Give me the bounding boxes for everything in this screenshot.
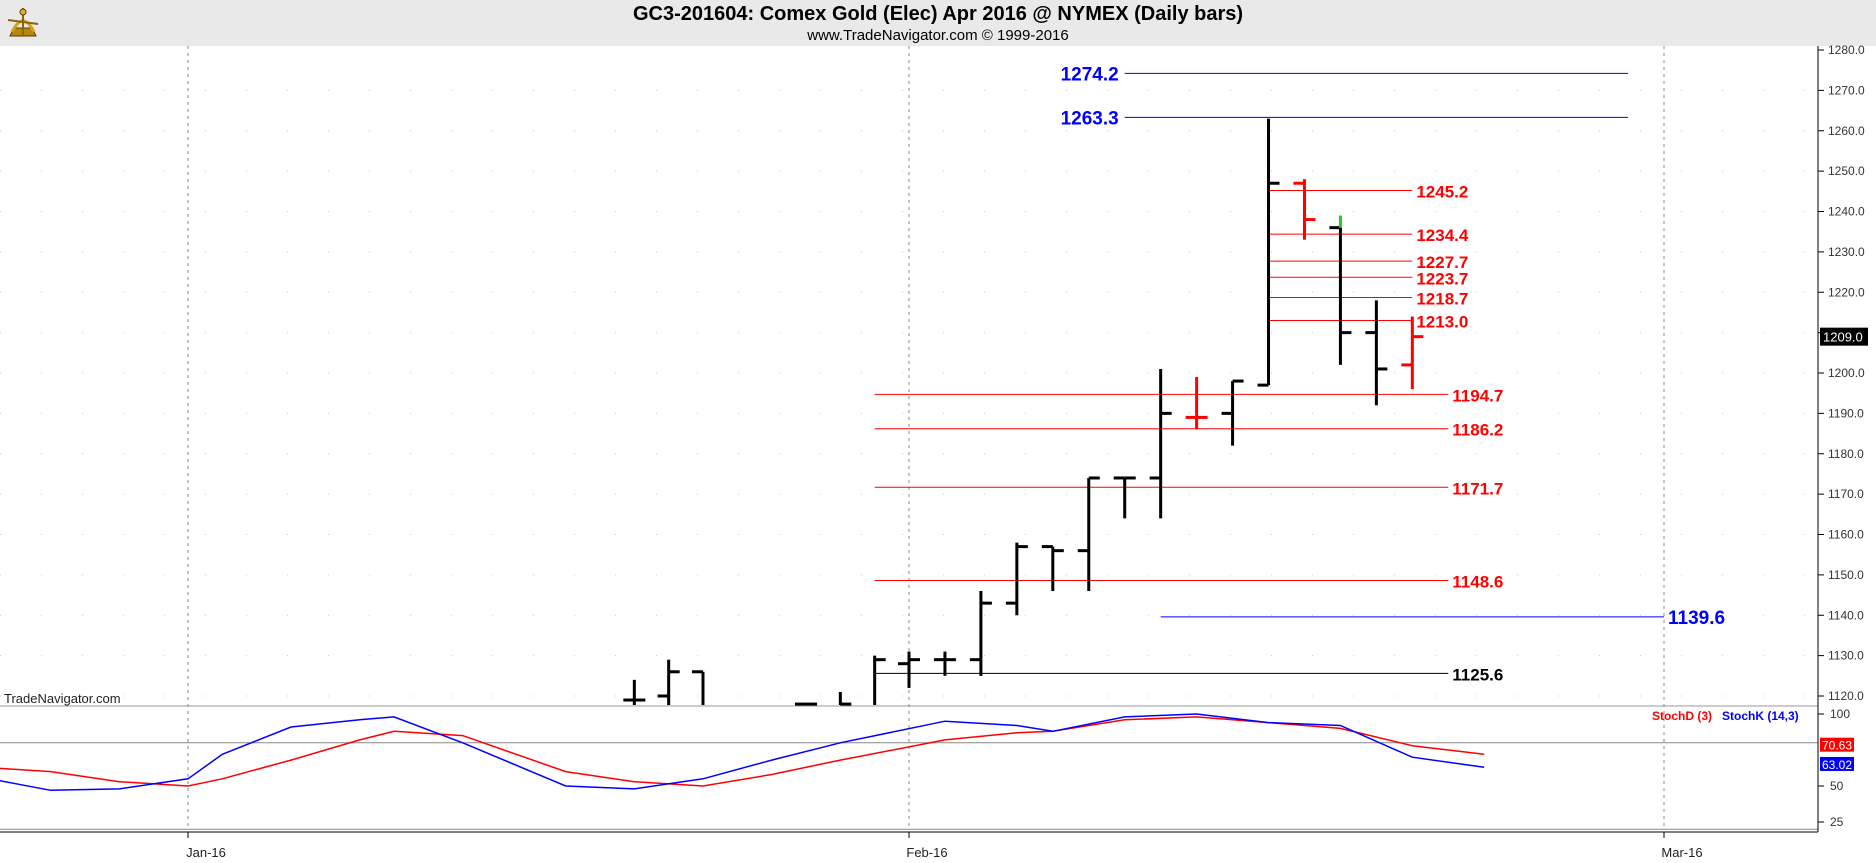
axes: 1120.0 1130.0 1140.0 1150.0 1160.0 1170.0 1180… [0,43,1868,860]
y-axis-tick-label: 1270.0 [1828,83,1865,97]
stochastic-panel [0,713,1818,830]
y-axis-tick-label: 1150.0 [1828,568,1864,582]
level-label: 1227.7 [1416,253,1468,272]
y-axis-tick-label: 1120.0 [1828,689,1864,703]
level-label: 1263.3 [1061,108,1119,129]
y-axis-tick-label: 1160.0 [1828,528,1864,542]
chart-title: GC3-201604: Comex Gold (Elec) Apr 2016 @… [632,3,1244,25]
level-label: 1234.4 [1416,226,1469,245]
stoch-axis-tick-label: 50 [1830,779,1844,793]
level-label: 1245.2 [1416,183,1468,202]
watermark-text: TradeNavigator.com [4,691,121,706]
level-label: 1186.2 [1452,421,1503,440]
y-axis-tick-label: 1140.0 [1828,608,1864,622]
x-axis-tick-label: Mar-16 [1661,845,1702,860]
current-price-label: 1209.0 [1823,330,1863,345]
x-axis-tick-label: Feb-16 [906,845,947,860]
level-label: 1125.6 [1452,665,1503,684]
level-label: 1274.2 [1061,64,1119,85]
y-axis-tick-label: 1240.0 [1828,205,1865,219]
y-axis-tick-label: 1190.0 [1828,406,1864,420]
level-label: 1139.6 [1668,608,1725,629]
stoch-axis-tick-label: 100 [1830,707,1850,721]
stochd-line [0,716,1485,787]
level-label: 1171.7 [1452,479,1503,498]
level-label: 1213.0 [1416,313,1468,332]
stochk-legend: StochK (14,3) [1722,709,1799,723]
stoch-axis-tick-label: 25 [1830,815,1844,829]
stochd-legend: StochD (3) [1652,709,1712,723]
grid [0,46,1818,833]
stochk-value-badge [1820,756,1854,771]
level-label: 1218.7 [1416,289,1468,308]
y-axis-tick-label: 1180.0 [1828,447,1864,461]
current-price-badge [1820,327,1868,346]
stochd-value-badge [1820,737,1854,752]
stochd-value-label: 70.63 [1822,739,1852,753]
y-axis-tick-label: 1260.0 [1828,124,1865,138]
y-axis-tick-label: 1230.0 [1828,245,1865,259]
chart-header: GC3-201604: Comex Gold (Elec) Apr 2016 @… [0,0,1876,46]
chart-subtitle: www.TradeNavigator.com © 1999-2016 [807,27,1069,44]
stochk-line [0,713,1485,792]
stochk-value-label: 63.02 [1822,758,1852,772]
y-axis-tick-label: 1220.0 [1828,285,1865,299]
y-axis-tick-label: 1250.0 [1828,164,1865,178]
level-label: 1148.6 [1452,573,1503,592]
level-label: 1223.7 [1416,269,1468,288]
price-levels: 1274.2 1263.3 1245.2 1234.4 1227.71223.71218… [874,64,1725,684]
price-bars [623,118,1424,706]
y-axis-tick-label: 1280.0 [1828,43,1865,57]
y-axis-tick-label: 1170.0 [1828,487,1864,501]
level-label: 1194.7 [1452,386,1503,405]
y-axis-tick-label: 1130.0 [1828,649,1864,663]
x-axis-tick-label: Jan-16 [186,845,226,860]
y-axis-tick-label: 1200.0 [1828,366,1865,380]
sextant-logo-icon [7,8,39,37]
